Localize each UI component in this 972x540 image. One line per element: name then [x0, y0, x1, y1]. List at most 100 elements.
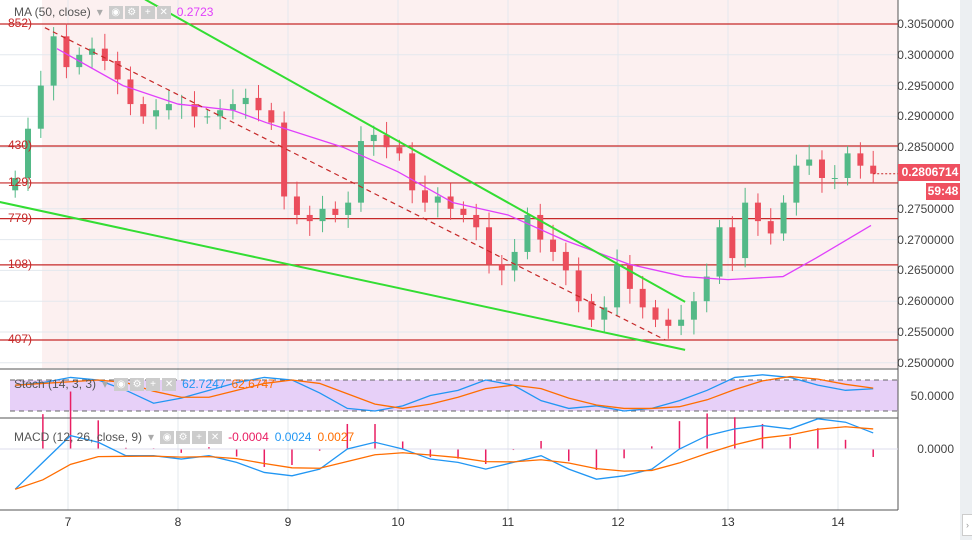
- candle-body: [831, 178, 838, 179]
- stoch-k-line: [15, 374, 874, 412]
- gear-icon[interactable]: ⚙: [124, 5, 139, 19]
- candle-body: [89, 48, 96, 55]
- candle-body: [460, 208, 467, 215]
- candle-body: [25, 128, 32, 178]
- gear-icon[interactable]: ⚙: [176, 430, 191, 444]
- main-pane-left: [0, 0, 42, 368]
- candle-body: [537, 214, 544, 240]
- close-icon[interactable]: ✕: [162, 377, 177, 391]
- candle-body: [396, 147, 403, 154]
- candle-body: [191, 104, 198, 117]
- candle-body: [204, 116, 211, 118]
- time-tick-label: 7: [64, 515, 72, 529]
- plus-icon[interactable]: +: [140, 5, 155, 19]
- eye-icon[interactable]: ◉: [114, 377, 129, 391]
- time-tick-label: 10: [391, 515, 405, 529]
- macd-signal-line: [14, 426, 874, 490]
- candle-body: [780, 202, 787, 234]
- candle-body: [473, 214, 480, 228]
- candle-body: [409, 153, 416, 191]
- countdown-badge: 59:48: [926, 183, 960, 200]
- candle-body: [818, 159, 825, 178]
- candle-body: [857, 153, 864, 166]
- price-tick-label: 0.3050000: [897, 17, 954, 31]
- time-tick-label: 12: [611, 515, 625, 529]
- price-tick-label: 0.2900000: [897, 109, 954, 124]
- eye-icon[interactable]: ◉: [108, 5, 123, 19]
- candle-body: [268, 110, 275, 123]
- close-icon[interactable]: ✕: [208, 430, 223, 444]
- time-tick-label: 13: [721, 515, 735, 529]
- chevron-down-icon[interactable]: ▾: [102, 377, 109, 391]
- candle-body: [729, 227, 736, 259]
- ma50-line: [56, 48, 872, 281]
- stoch-k-value: 62.7247: [182, 377, 226, 391]
- chevron-down-icon[interactable]: ▾: [148, 430, 155, 444]
- stoch-d-value: 62.6747: [231, 377, 275, 391]
- candle-body: [229, 104, 236, 111]
- time-tick-label: 8: [174, 515, 182, 529]
- candle-body: [140, 104, 147, 117]
- macd-hist-value: -0.0004: [228, 430, 269, 444]
- level-label: 779): [8, 210, 33, 225]
- gear-icon[interactable]: ⚙: [130, 377, 145, 391]
- candle-body: [421, 190, 428, 203]
- close-icon[interactable]: ✕: [156, 5, 171, 19]
- candle-body: [319, 208, 326, 222]
- candle-body: [50, 36, 57, 86]
- candle-body: [575, 270, 582, 302]
- candle-body: [626, 264, 633, 289]
- candle-body: [690, 301, 697, 320]
- ma-legend[interactable]: MA (50, close) ▾ ◉ ⚙ + ✕ 0.2723: [14, 5, 213, 19]
- candle-body: [742, 202, 749, 259]
- candle-body: [639, 288, 646, 308]
- macd-legend-label: MACD (12, 26, close, 9): [14, 430, 143, 444]
- plus-icon[interactable]: +: [192, 430, 207, 444]
- candle-body: [665, 319, 672, 326]
- candle-body: [498, 264, 505, 271]
- candle-body: [601, 307, 608, 320]
- level-label: 129): [8, 174, 33, 189]
- stoch-legend[interactable]: Stoch (14, 3, 3) ▾ ◉ ⚙ + ✕ 62.7247 62.6747: [14, 377, 275, 391]
- candle-body: [165, 104, 172, 111]
- candle-body: [652, 307, 659, 320]
- time-tick-label: 9: [284, 515, 292, 529]
- candle-body: [37, 85, 44, 129]
- level-label: 852): [8, 16, 33, 30]
- price-tick-label: 0.2950000: [897, 78, 954, 93]
- chevron-right-icon[interactable]: ›: [962, 514, 972, 536]
- stoch-legend-label: Stoch (14, 3, 3): [14, 377, 97, 391]
- candle-body: [678, 319, 685, 326]
- candle-body: [345, 202, 352, 215]
- candle-body: [357, 141, 364, 203]
- macd-line-value: 0.0024: [274, 430, 312, 444]
- price-tick-label: 0.2550000: [897, 325, 954, 339]
- candle-body: [63, 36, 70, 68]
- candle-body: [242, 97, 249, 105]
- main-pane-bg: [42, 0, 898, 368]
- level-label: 430): [8, 137, 33, 152]
- macd-legend[interactable]: MACD (12, 26, close, 9) ▾ ◉ ⚙ + ✕ -0.0004 0.…: [14, 430, 354, 444]
- time-tick-label: 14: [831, 515, 845, 529]
- candle-body: [332, 208, 339, 215]
- chevron-down-icon[interactable]: ▾: [96, 5, 103, 19]
- price-tick-label: 0.2650000: [897, 263, 954, 278]
- candle-body: [114, 60, 121, 80]
- candle-body: [844, 153, 851, 178]
- candle-body: [447, 196, 454, 209]
- candle-body: [153, 110, 160, 117]
- candle-body: [614, 264, 621, 308]
- price-tick-label: 0.2500000: [897, 355, 954, 370]
- trendline: [44, 27, 666, 341]
- macd-axis-label: 0.0000: [917, 442, 954, 456]
- candle-body: [793, 165, 800, 203]
- price-tick-label: 0.3000000: [897, 47, 954, 62]
- candle-body: [255, 97, 262, 111]
- trendline: [144, 0, 686, 303]
- candle-body: [434, 196, 441, 203]
- eye-icon[interactable]: ◉: [160, 430, 175, 444]
- candle-body: [703, 276, 710, 302]
- plus-icon[interactable]: +: [146, 377, 161, 391]
- candle-body: [870, 165, 877, 174]
